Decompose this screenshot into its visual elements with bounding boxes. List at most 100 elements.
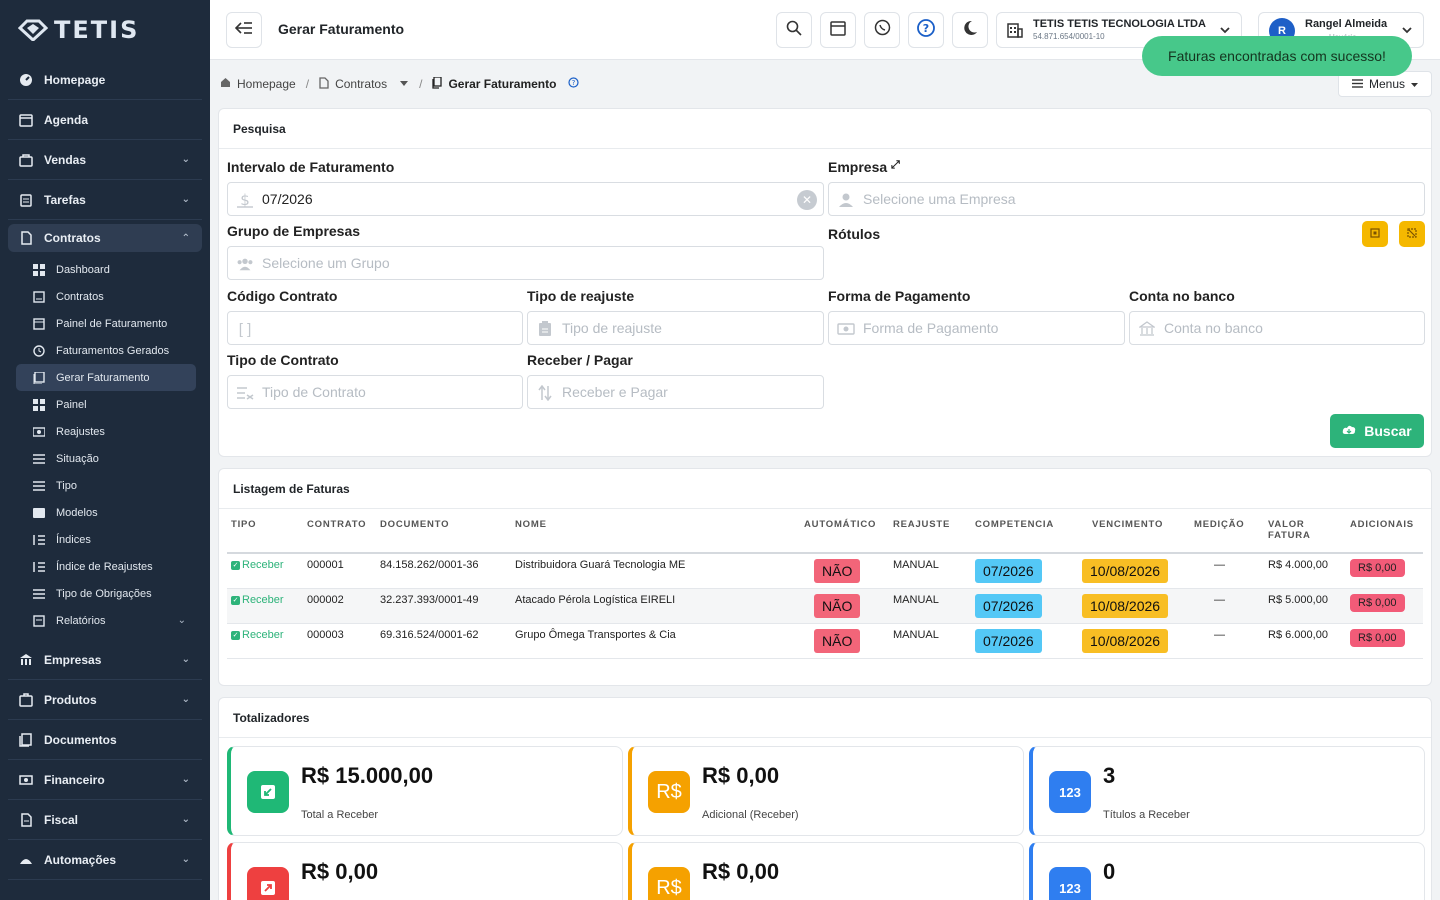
clear-labels-button[interactable] <box>1399 221 1425 247</box>
sidebar-item-label: Automações <box>44 852 117 867</box>
history-icon <box>32 344 46 358</box>
bank-icon <box>1138 320 1156 338</box>
intervalo-input[interactable]: $ 07/2026 ✕ <box>227 182 824 216</box>
table-row[interactable]: ✓ Receber 000002 32.237.393/0001-49 Ataca… <box>227 588 1423 624</box>
sidebar-item-fiscal[interactable]: Fiscal ⌄ <box>8 800 202 840</box>
receber-select[interactable]: Receber e Pagar <box>527 375 824 409</box>
sidebar-item-tarefas[interactable]: Tarefas ⌄ <box>8 180 202 220</box>
sidebar-item-financeiro[interactable]: Financeiro ⌄ <box>8 760 202 800</box>
pagamento-select[interactable]: Forma de Pagamento <box>828 311 1125 345</box>
sidebar-item-contratos[interactable]: Contratos ⌃ <box>8 224 202 252</box>
currency-icon: R$ <box>648 771 690 813</box>
expand-icon[interactable]: ⤢ <box>891 159 900 171</box>
robot-icon <box>18 852 34 868</box>
sidebar-subitem-contratos[interactable]: Contratos <box>16 283 196 310</box>
sidebar-item-documentos[interactable]: Documentos <box>8 720 202 760</box>
table-row[interactable]: ✓ Receber 000001 84.158.262/0001-36 Distr… <box>227 553 1423 589</box>
check-square-icon: ✓ <box>231 560 240 570</box>
select-labels-button[interactable] <box>1362 221 1388 247</box>
column-header[interactable]: VENCIMENTO <box>1078 513 1190 554</box>
sidebar-subitem-dashboard[interactable]: Dashboard <box>16 256 196 283</box>
breadcrumb: Homepage / Contratos / Gerar Faturamento… <box>220 75 580 93</box>
table-row[interactable]: ✓ Receber 000003 69.316.524/0001-62 Grupo… <box>227 623 1423 659</box>
sidebar-subitem-gerar-faturamento[interactable]: Gerar Faturamento <box>16 364 196 391</box>
sidebar-subitem-situacao[interactable]: Situação <box>16 445 196 472</box>
company-selector[interactable]: TETIS TETIS TECNOLOGIA LTDA 54.871.654/0… <box>996 12 1242 48</box>
search-button[interactable] <box>776 12 812 48</box>
titulos-receber-card: 123 3 Títulos a Receber <box>1029 746 1425 836</box>
sidebar-subitem-tipo-obrigacoes[interactable]: Tipo de Obrigações <box>16 580 196 607</box>
conta-select[interactable]: Conta no banco <box>1129 311 1425 345</box>
help-circle-icon[interactable]: ? <box>568 77 580 91</box>
receber-label: Receber / Pagar <box>527 352 633 368</box>
adicionais-badge[interactable]: R$ 0,00 <box>1350 559 1405 577</box>
tipo-text: Receber <box>242 594 284 606</box>
column-header[interactable]: NOME <box>511 513 800 554</box>
caret-down-icon[interactable] <box>399 77 409 91</box>
column-header[interactable]: ADICIONAIS <box>1346 513 1423 554</box>
medicao-cell: — <box>1190 588 1264 624</box>
success-toast[interactable]: Faturas encontradas com sucesso! <box>1142 36 1412 76</box>
whatsapp-button[interactable] <box>864 12 900 48</box>
sidebar-item-agenda[interactable]: Agenda <box>8 100 202 140</box>
column-header[interactable]: REAJUSTE <box>889 513 971 554</box>
column-header[interactable]: AUTOMÁTICO <box>800 513 889 554</box>
adicionais-badge[interactable]: R$ 0,00 <box>1350 594 1405 612</box>
column-header[interactable]: CONTRATO <box>303 513 376 554</box>
sidebar-subitem-modelos[interactable]: Modelos <box>16 499 196 526</box>
collapse-menu-button[interactable] <box>226 12 262 48</box>
reajuste-select[interactable]: Tipo de reajuste <box>527 311 824 345</box>
intervalo-value: 07/2026 <box>262 191 313 207</box>
page-title: Gerar Faturamento <box>278 21 405 37</box>
total-value: R$ 0,00 <box>702 859 780 884</box>
grupo-select[interactable]: Selecione um Grupo <box>227 246 824 280</box>
column-header[interactable]: TIPO <box>227 513 303 554</box>
sidebar-subitem-indice-reajustes[interactable]: Índice de Reajustes <box>16 553 196 580</box>
sidebar-subitem-relatorios[interactable]: Relatórios ⌄ <box>16 607 196 634</box>
user-name: Rangel Almeida <box>1305 18 1388 30</box>
empresa-select[interactable]: Selecione uma Empresa <box>828 182 1425 216</box>
sidebar-item-homepage[interactable]: Homepage <box>8 60 202 100</box>
brand-logo[interactable]: TETIS <box>0 0 210 60</box>
adicionais-badge[interactable]: R$ 0,00 <box>1350 629 1405 647</box>
sidebar-item-empresas[interactable]: Empresas ⌄ <box>8 640 202 680</box>
documento-cell: 32.237.393/0001-49 <box>376 588 511 624</box>
cash-icon <box>18 772 34 788</box>
calendar-button[interactable] <box>820 12 856 48</box>
column-header[interactable]: MEDIÇÃO <box>1190 513 1264 554</box>
total-value: R$ 0,00 <box>702 763 780 788</box>
reajuste-cell: MANUAL <box>889 553 971 589</box>
chevron-down-icon: ⌄ <box>181 854 190 865</box>
sidebar-subitem-tipo[interactable]: Tipo <box>16 472 196 499</box>
column-header[interactable]: COMPETENCIA <box>971 513 1078 554</box>
count-123-icon: 123 <box>1049 771 1091 813</box>
codigo-input[interactable]: [ ] <box>227 311 523 345</box>
grid-icon <box>32 398 46 412</box>
sidebar-item-vendas[interactable]: Vendas ⌄ <box>8 140 202 180</box>
breadcrumb-contratos[interactable]: Contratos <box>335 77 388 91</box>
sidebar-subitem-reajustes[interactable]: Reajustes <box>16 418 196 445</box>
clear-icon[interactable]: ✕ <box>797 190 817 210</box>
sidebar-subitem-painel[interactable]: Painel <box>16 391 196 418</box>
sidebar-subitem-painel-faturamento[interactable]: Painel de Faturamento <box>16 310 196 337</box>
sidebar-item-produtos[interactable]: Produtos ⌄ <box>8 680 202 720</box>
sidebar-item-label: Documentos <box>44 732 117 747</box>
column-header[interactable]: VALOR FATURA <box>1264 513 1346 554</box>
help-button[interactable]: ? <box>908 12 944 48</box>
sidebar-subitem-indices[interactable]: Índices <box>16 526 196 553</box>
company-name: TETIS TETIS TECNOLOGIA LTDA <box>1033 18 1206 30</box>
sidebar-subitem-faturamentos-gerados[interactable]: Faturamentos Gerados <box>16 337 196 364</box>
tipo-contrato-select[interactable]: Tipo de Contrato <box>227 375 523 409</box>
column-header[interactable]: DOCUMENTO <box>376 513 511 554</box>
buscar-button[interactable]: Buscar <box>1330 414 1424 448</box>
sidebar-item-automacoes[interactable]: Automações ⌄ <box>8 840 202 880</box>
moon-icon <box>962 20 978 41</box>
adicional-receber-card: R$ R$ 0,00 Adicional (Receber) <box>628 746 1024 836</box>
sidebar: TETIS Homepage Agenda Vendas ⌄ Tarefas ⌄… <box>0 0 210 900</box>
breadcrumb-home[interactable]: Homepage <box>237 77 296 91</box>
sidebar-subitem-label: Painel de Faturamento <box>56 317 168 330</box>
dark-mode-toggle[interactable] <box>952 12 988 48</box>
user-icon <box>837 191 855 209</box>
valor-cell: R$ 4.000,00 <box>1264 553 1346 589</box>
documents-icon <box>18 732 34 748</box>
